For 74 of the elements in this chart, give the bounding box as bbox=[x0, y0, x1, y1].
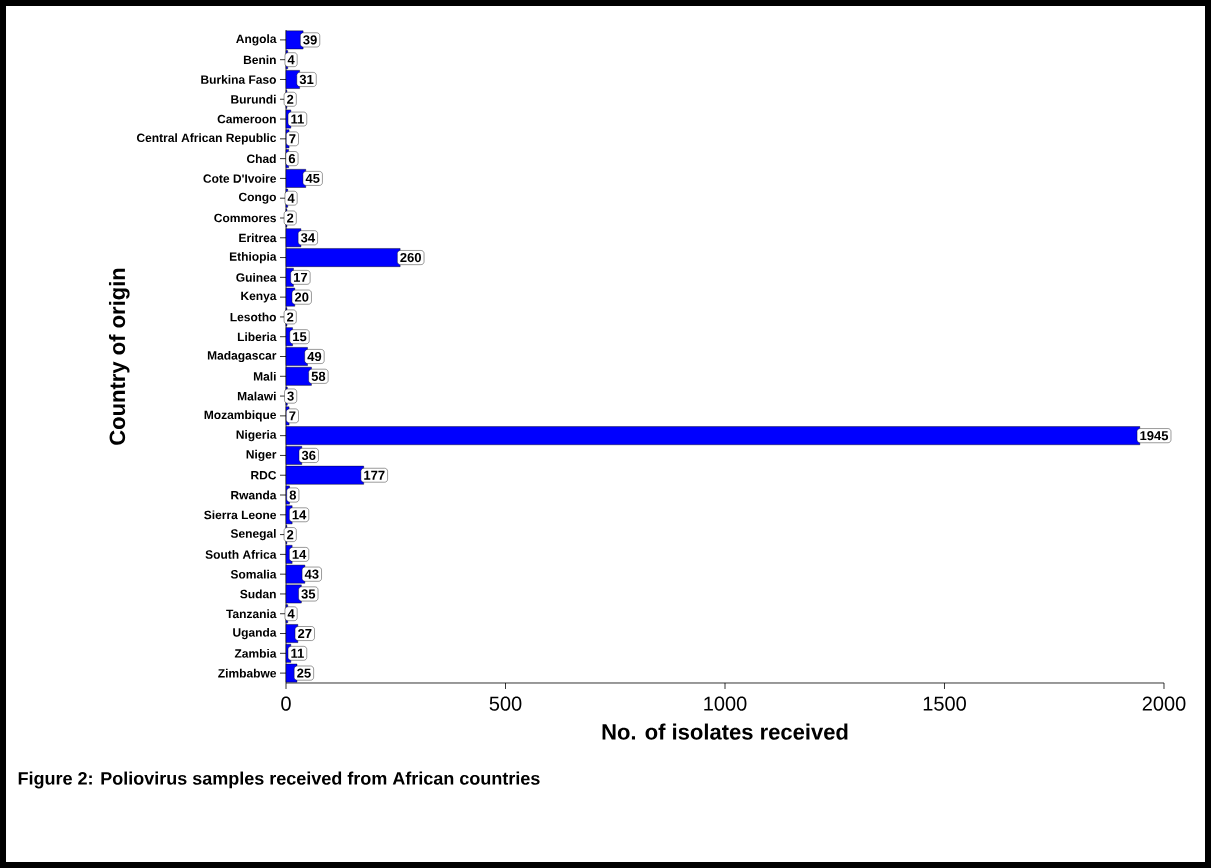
x-tick-label: 0 bbox=[281, 696, 291, 711]
data-label: 49 bbox=[307, 351, 322, 362]
y-tick-label: Lesotho bbox=[230, 312, 276, 322]
data-label: 6 bbox=[288, 154, 296, 164]
data-label: 43 bbox=[304, 569, 319, 579]
data-label: 7 bbox=[289, 411, 296, 421]
caption: Figure 2: Poliovirus samples received from African countries bbox=[18, 771, 540, 789]
y-tick-label: Ethiopia bbox=[229, 251, 277, 264]
x-tick-label: 1500 bbox=[923, 696, 966, 711]
data-label: 2 bbox=[287, 94, 294, 104]
y-tick-label: Commores bbox=[214, 213, 276, 223]
y-tick-label: Burkina Faso bbox=[201, 75, 276, 84]
y-tick-label: Zambia bbox=[234, 648, 277, 658]
data-label: 2 bbox=[287, 213, 294, 223]
data-label: 1945 bbox=[1140, 431, 1169, 441]
data-label: 35 bbox=[301, 589, 316, 599]
y-tick-label: Mozambique bbox=[204, 410, 277, 422]
y-tick-label: Cote D'Ivoire bbox=[203, 174, 277, 183]
y-tick-label: Eritrea bbox=[239, 233, 277, 243]
data-label: 177 bbox=[364, 470, 385, 480]
data-label: 11 bbox=[291, 114, 304, 124]
y-axis-title: Country of origin bbox=[108, 268, 130, 445]
y-tick-label: Chad bbox=[246, 154, 276, 164]
data-label: 34 bbox=[300, 233, 316, 243]
data-label: 8 bbox=[289, 490, 297, 500]
y-tick-label: Guinea bbox=[236, 272, 277, 282]
y-tick-label: South Africa bbox=[205, 549, 277, 559]
data-label: 14 bbox=[292, 510, 307, 520]
data-label: 31 bbox=[299, 74, 314, 85]
y-tick-label: Zimbabwe bbox=[218, 668, 277, 678]
data-label: 25 bbox=[297, 668, 311, 678]
data-label: 2 bbox=[287, 530, 294, 540]
y-tick-label: Burundi bbox=[231, 94, 276, 104]
data-label: 58 bbox=[311, 371, 326, 381]
y-tick-label: Liberia bbox=[237, 332, 277, 342]
y-tick-label: Uganda bbox=[233, 627, 277, 640]
data-label: 20 bbox=[294, 292, 309, 302]
x-tick-label: 1000 bbox=[704, 696, 747, 711]
y-tick-label: Mali bbox=[253, 371, 276, 381]
y-tick-label: Madagascar bbox=[207, 350, 277, 363]
data-label: 260 bbox=[400, 252, 421, 263]
data-label: 7 bbox=[289, 134, 296, 144]
x-tick-label: 2000 bbox=[1142, 696, 1186, 711]
data-label: 11 bbox=[291, 648, 304, 658]
data-label: 3 bbox=[287, 391, 294, 401]
data-label: 2 bbox=[287, 312, 294, 322]
y-tick-label: Angola bbox=[236, 34, 277, 46]
y-tick-label: Rwanda bbox=[231, 490, 277, 500]
y-tick-label: Senegal bbox=[230, 528, 276, 541]
y-tick-label: Congo bbox=[238, 192, 276, 204]
data-label: 15 bbox=[293, 332, 307, 342]
y-tick-label: Niger bbox=[246, 449, 277, 462]
data-label: 45 bbox=[305, 173, 320, 183]
data-label: 36 bbox=[301, 450, 316, 461]
data-label: 17 bbox=[293, 272, 308, 282]
data-label: 4 bbox=[287, 193, 295, 203]
y-tick-label: Malawi bbox=[237, 391, 276, 401]
y-tick-label: Cameroon bbox=[217, 114, 276, 124]
x-axis-title: No. of isolates received bbox=[602, 723, 848, 740]
data-label: 4 bbox=[287, 55, 295, 65]
y-tick-label: Central African Republic bbox=[136, 133, 277, 145]
data-label: 4 bbox=[287, 609, 295, 619]
y-tick-label: Nigeria bbox=[236, 430, 277, 442]
y-tick-label: Somalia bbox=[230, 569, 277, 579]
y-tick-label: Tanzania bbox=[226, 609, 277, 619]
y-tick-label: Benin bbox=[243, 55, 276, 65]
y-tick-label: RDC bbox=[251, 470, 277, 480]
data-label: 27 bbox=[298, 628, 312, 639]
data-label: 39 bbox=[303, 35, 317, 45]
x-tick-label: 500 bbox=[489, 696, 522, 711]
data-label: 14 bbox=[292, 549, 307, 559]
y-tick-label: Sierra Leone bbox=[204, 510, 277, 520]
y-tick-label: Kenya bbox=[241, 291, 277, 303]
y-tick-label: Sudan bbox=[240, 589, 276, 599]
